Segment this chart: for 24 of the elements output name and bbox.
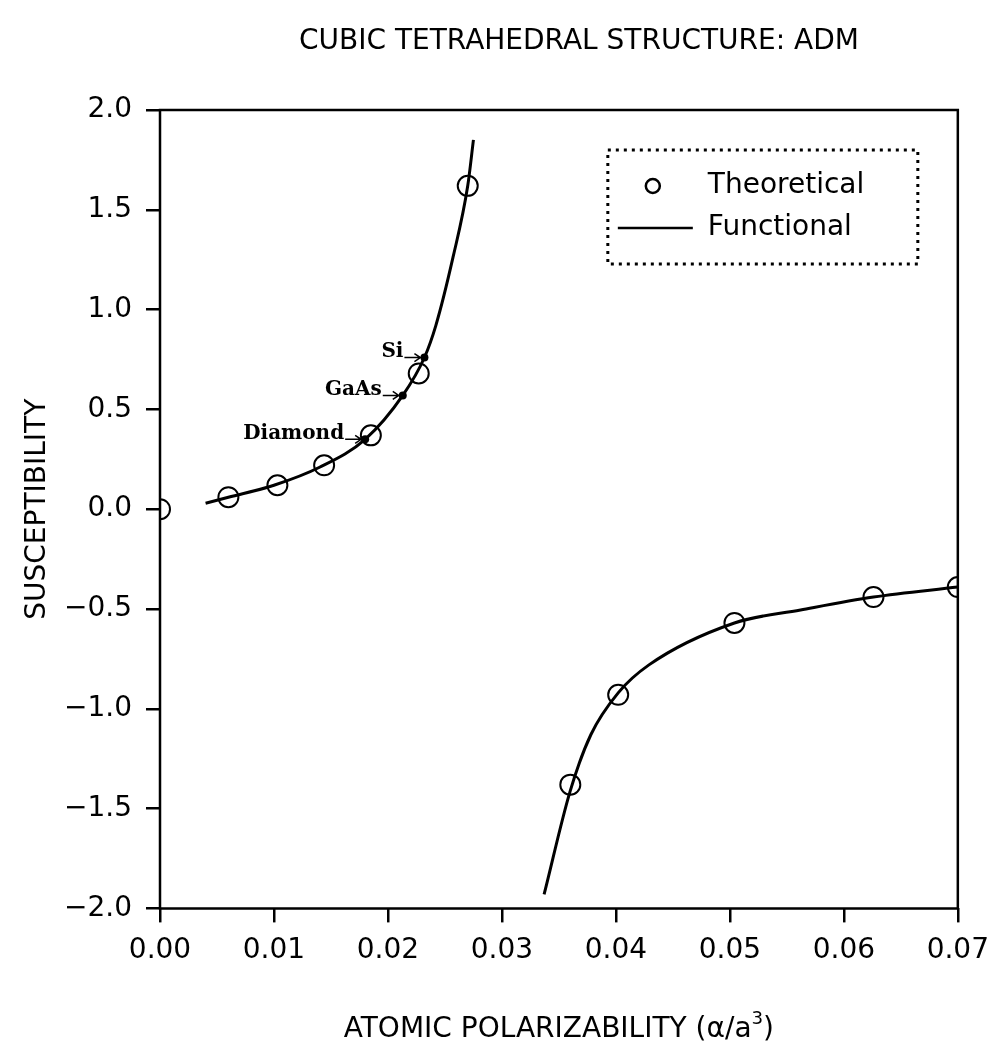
x-tick-label: 0.04 (584, 932, 648, 966)
y-tick-label: −1.5 (64, 789, 132, 823)
y-tick-label: 2.0 (87, 91, 132, 125)
x-tick-label: 0.07 (926, 932, 989, 966)
y-tick-label: 0.5 (87, 390, 132, 424)
chart-title: CUBIC TETRAHEDRAL STRUCTURE: ADM (298, 23, 859, 57)
x-tick-label: 0.03 (470, 932, 534, 966)
y-tick-label: −0.5 (64, 590, 132, 624)
x-tick-label: 0.06 (812, 932, 876, 966)
legend-label: Theoretical (706, 167, 865, 201)
y-tick-label: 1.5 (87, 191, 132, 225)
legend-label: Functional (707, 209, 852, 243)
y-tick-label: 0.0 (87, 490, 132, 524)
x-tick-label: 0.00 (128, 932, 192, 966)
annotation: Diamond (243, 419, 345, 444)
annotation: Si (381, 337, 404, 362)
y-tick-label: 1.0 (87, 290, 132, 324)
x-tick-label: 0.01 (242, 932, 306, 966)
x-tick-label: 0.02 (356, 932, 420, 966)
y-tick-label: −2.0 (64, 889, 132, 923)
annotation: GaAs (324, 375, 382, 400)
x-tick-label: 0.05 (698, 932, 762, 966)
y-axis-title: SUSCEPTIBILITY (19, 397, 53, 620)
y-tick-label: −1.0 (64, 690, 132, 724)
